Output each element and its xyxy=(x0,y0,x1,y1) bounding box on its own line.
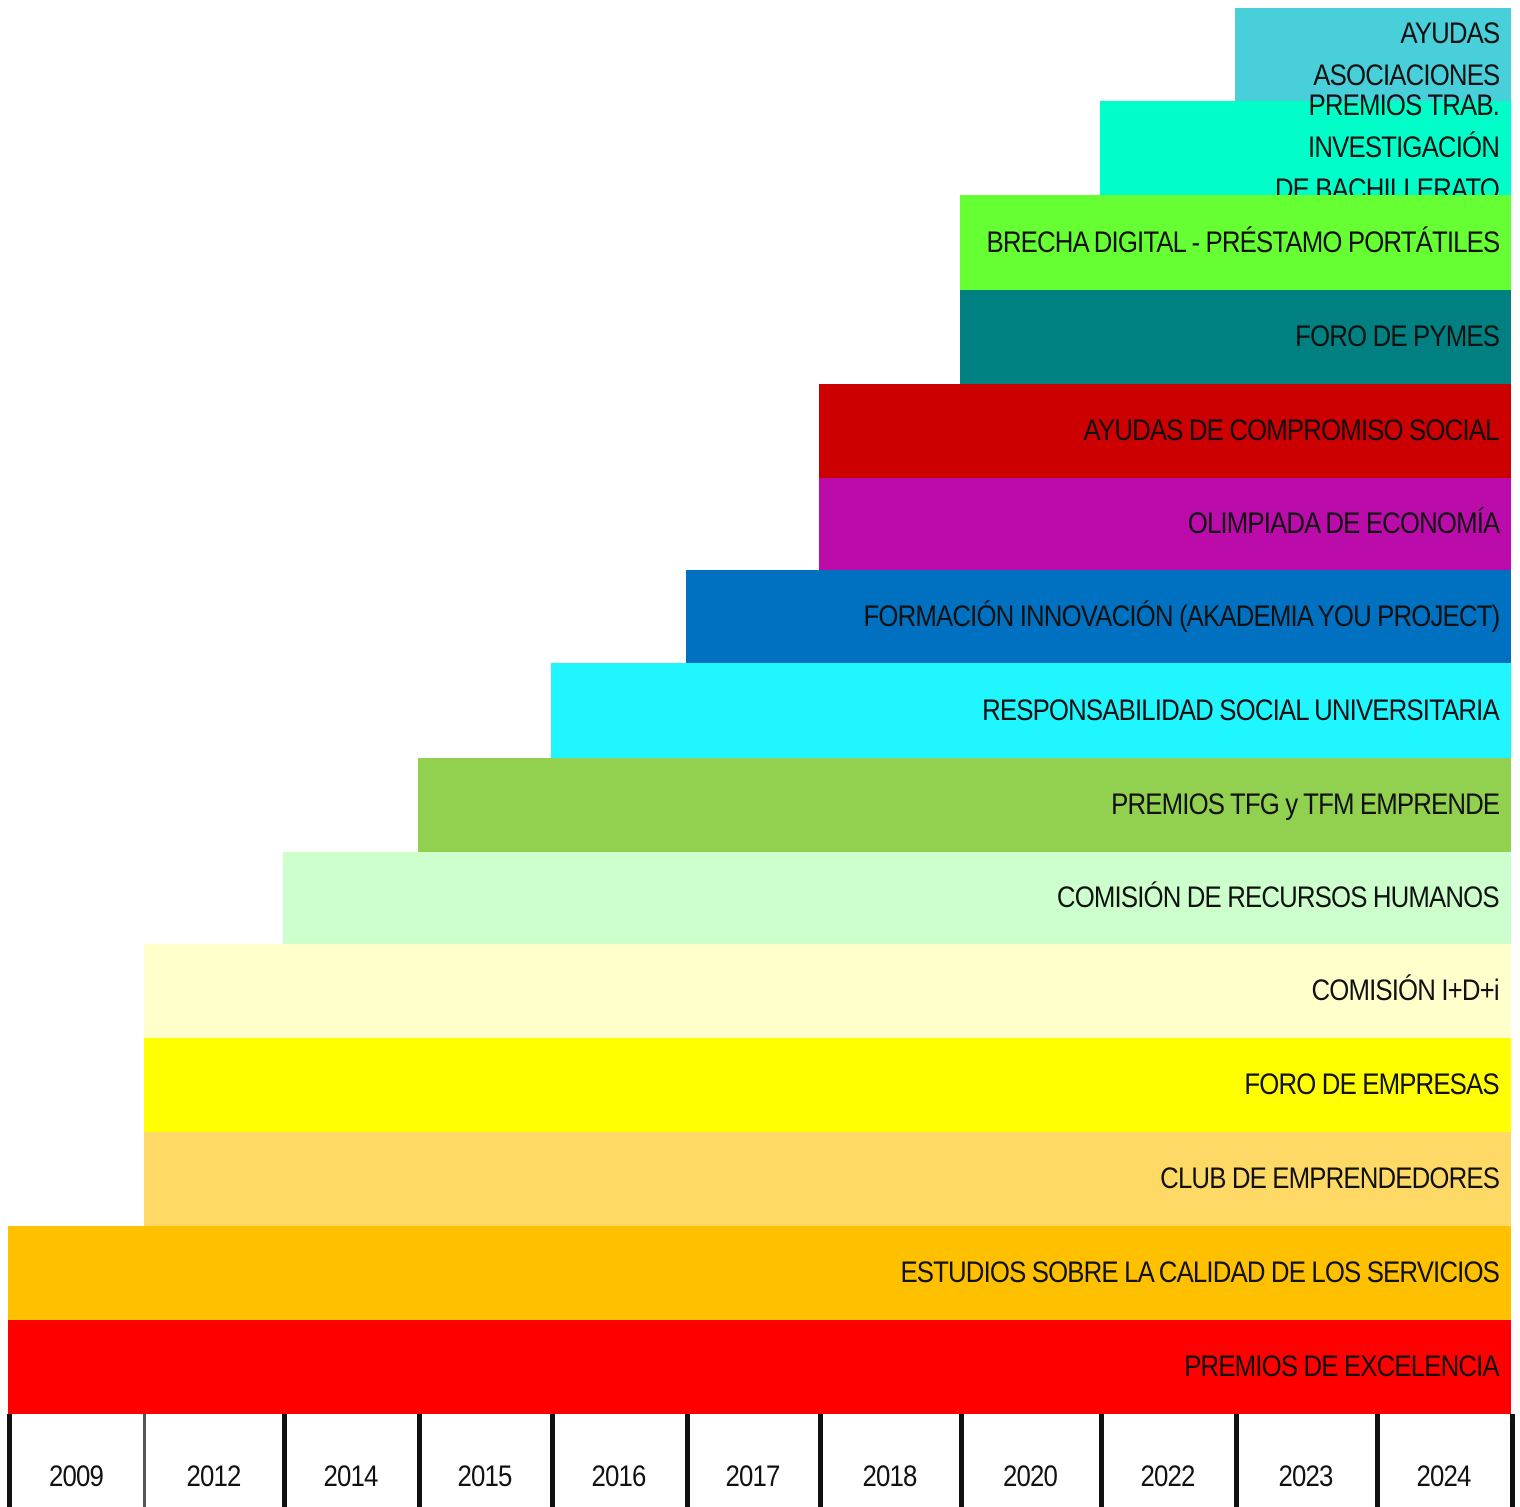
program-bar: COMISIÓN DE RECURSOS HUMANOS xyxy=(283,852,1511,944)
program-label-line: RESPONSABILIDAD SOCIAL UNIVERSITARIA xyxy=(982,693,1500,727)
year-label: 2022 xyxy=(1140,1460,1196,1493)
year-label: 2012 xyxy=(186,1460,242,1493)
axis-tick xyxy=(143,1414,146,1507)
program-label-line: ASOCIACIONES xyxy=(1312,58,1500,92)
year-label: 2018 xyxy=(862,1460,918,1493)
program-label: AYUDAS ASOCIACIONES xyxy=(1312,13,1500,97)
program-label-line: BRECHA DIGITAL - PRÉSTAMO PORTÁTILES xyxy=(986,225,1500,259)
program-bar: AYUDAS DE COMPROMISO SOCIAL xyxy=(819,384,1511,478)
program-bar: FORO DE PYMES xyxy=(960,290,1511,384)
program-bar: FORMACIÓN INNOVACIÓN (AKADEMIA YOU PROJE… xyxy=(686,570,1511,663)
program-bar: PREMIOS TRAB. INVESTIGACIÓN DE BACHILLERA… xyxy=(1100,89,1511,206)
program-label-line: PREMIOS TRAB. INVESTIGACIÓN xyxy=(1308,89,1500,164)
program-label: AYUDAS DE COMPROMISO SOCIAL xyxy=(1084,410,1500,452)
program-label-line: FORO DE EMPRESAS xyxy=(1244,1068,1500,1101)
program-bar: FORO DE EMPRESAS xyxy=(144,1038,1511,1132)
program-label: PREMIOS DE EXCELENCIA xyxy=(1184,1346,1499,1388)
axis-tick xyxy=(1099,1414,1104,1507)
program-bar: RESPONSABILIDAD SOCIAL UNIVERSITARIA xyxy=(551,663,1511,758)
program-label: FORMACIÓN INNOVACIÓN (AKADEMIA YOU PROJE… xyxy=(863,596,1500,638)
program-label: FORO DE PYMES xyxy=(1295,316,1500,358)
year-label: 2015 xyxy=(457,1460,513,1493)
program-label-line: COMISIÓN I+D+i xyxy=(1311,974,1500,1007)
program-label-line: PREMIOS DE EXCELENCIA xyxy=(1184,1350,1499,1383)
program-bar: CLUB DE EMPRENDEDORES xyxy=(144,1132,1511,1226)
axis-tick xyxy=(550,1414,555,1507)
program-label: RESPONSABILIDAD SOCIAL UNIVERSITARIA xyxy=(982,690,1500,732)
axis-tick xyxy=(282,1414,287,1507)
program-label-line: COMISIÓN DE RECURSOS HUMANOS xyxy=(1057,881,1500,914)
program-label: COMISIÓN DE RECURSOS HUMANOS xyxy=(1057,877,1500,919)
program-label: CLUB DE EMPRENDEDORES xyxy=(1160,1158,1500,1200)
program-label: PREMIOS TRAB. INVESTIGACIÓN DE BACHILLERA… xyxy=(1156,85,1500,211)
axis-tick xyxy=(818,1414,823,1507)
program-bar: AYUDAS ASOCIACIONES xyxy=(1235,8,1511,101)
program-label-line: OLIMPIADA DE ECONOMÍA xyxy=(1187,507,1500,540)
program-label-line: CLUB DE EMPRENDEDORES xyxy=(1160,1162,1500,1195)
program-label-line: ESTUDIOS SOBRE LA CALIDAD DE LOS SERVICI… xyxy=(900,1256,1499,1289)
axis-tick xyxy=(959,1414,964,1507)
year-label: 2024 xyxy=(1416,1460,1472,1493)
program-bar: PREMIOS DE EXCELENCIA xyxy=(8,1320,1511,1414)
axis-tick xyxy=(7,1414,12,1507)
program-label: FORO DE EMPRESAS xyxy=(1244,1064,1500,1106)
axis-tick xyxy=(1375,1414,1380,1507)
year-label: 2020 xyxy=(1003,1460,1058,1493)
axis-tick xyxy=(1510,1414,1515,1507)
program-bar: PREMIOS TFG y TFM EMPRENDE xyxy=(418,758,1511,852)
axis-tick xyxy=(685,1414,690,1507)
program-label-line: FORO DE PYMES xyxy=(1295,320,1500,353)
program-label: ESTUDIOS SOBRE LA CALIDAD DE LOS SERVICI… xyxy=(900,1252,1499,1294)
program-bar: COMISIÓN I+D+i xyxy=(144,944,1511,1038)
year-label: 2023 xyxy=(1278,1460,1334,1493)
year-label: 2017 xyxy=(725,1460,781,1493)
program-label: OLIMPIADA DE ECONOMÍA xyxy=(1187,503,1500,545)
program-label: COMISIÓN I+D+i xyxy=(1311,970,1500,1012)
year-label: 2009 xyxy=(49,1460,104,1493)
program-label: PREMIOS TFG y TFM EMPRENDE xyxy=(1110,784,1500,826)
year-label: 2016 xyxy=(591,1460,647,1493)
year-label: 2014 xyxy=(323,1460,379,1493)
axis-tick xyxy=(1234,1414,1239,1507)
program-label-line: PREMIOS TFG y TFM EMPRENDE xyxy=(1110,788,1500,821)
program-label-line: FORMACIÓN INNOVACIÓN (AKADEMIA YOU PROJE… xyxy=(863,599,1500,633)
program-label-line: AYUDAS DE COMPROMISO SOCIAL xyxy=(1084,414,1500,447)
axis-tick xyxy=(417,1414,422,1507)
program-bar: BRECHA DIGITAL - PRÉSTAMO PORTÁTILES xyxy=(960,195,1511,290)
program-label-line: AYUDAS xyxy=(1399,16,1500,50)
program-bar: ESTUDIOS SOBRE LA CALIDAD DE LOS SERVICI… xyxy=(8,1226,1511,1320)
program-bar: OLIMPIADA DE ECONOMÍA xyxy=(819,478,1511,570)
program-label: BRECHA DIGITAL - PRÉSTAMO PORTÁTILES xyxy=(986,222,1500,264)
